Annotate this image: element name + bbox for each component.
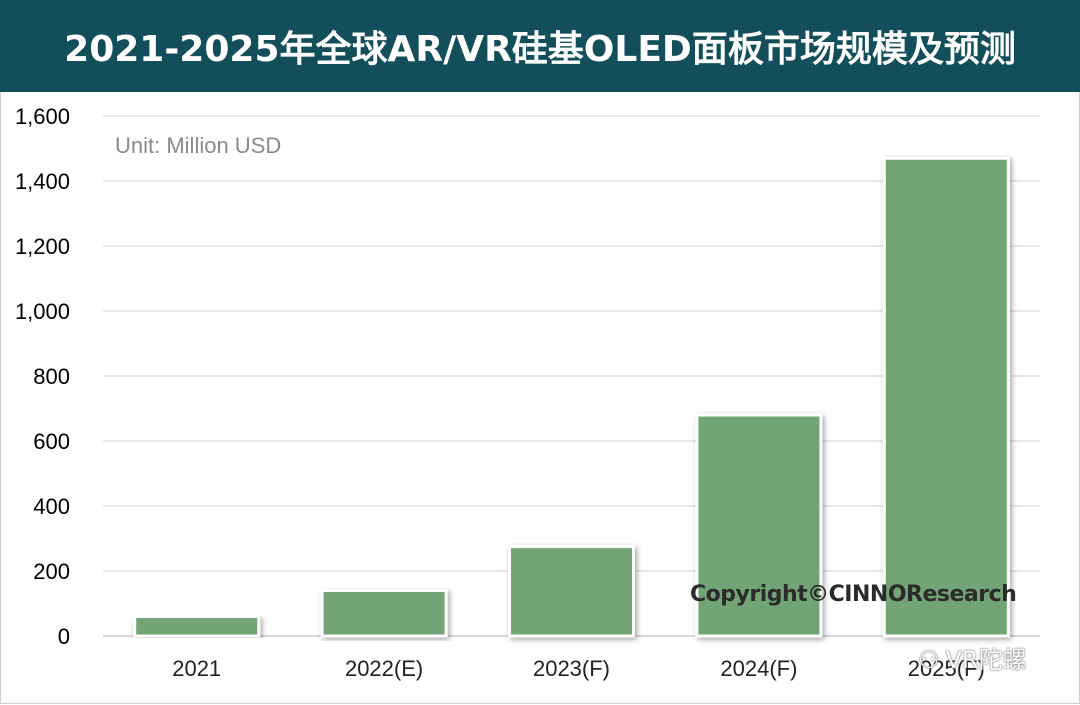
y-tick-label: 0 xyxy=(58,624,70,649)
watermark: ⚇ VR陀螺 xyxy=(918,640,1027,675)
copyright-text: Copyright©CINNOResearch xyxy=(690,582,1017,607)
y-tick-label: 400 xyxy=(33,494,70,519)
y-tick-label: 1,200 xyxy=(15,234,70,259)
y-tick-label: 200 xyxy=(33,559,70,584)
unit-label: Unit: Million USD xyxy=(115,133,282,158)
bar-2024(F) xyxy=(695,413,823,638)
bar-2025(F) xyxy=(882,156,1010,638)
y-tick-label: 1,600 xyxy=(15,104,70,129)
chart-title: 2021-2025年全球AR/VR硅基OLED面板市场规模及预测 xyxy=(0,0,1080,92)
x-tick-label: 2022(E) xyxy=(345,656,423,681)
y-tick-label: 600 xyxy=(33,429,70,454)
y-axis-ticks: 0 200 400 600 800 1,000 1,200 1,400 1,600 xyxy=(15,104,70,649)
bars xyxy=(133,156,1010,638)
x-tick-label: 2024(F) xyxy=(720,656,797,681)
bar-2023(F) xyxy=(508,545,635,638)
y-tick-label: 1,000 xyxy=(15,299,70,324)
bar-2021 xyxy=(133,615,261,638)
bar-2022(E) xyxy=(320,589,448,638)
wechat-icon: ⚇ xyxy=(918,646,940,674)
x-tick-label: 2023(F) xyxy=(533,656,610,681)
watermark-text: VR陀螺 xyxy=(945,646,1027,674)
x-tick-label: 2021 xyxy=(172,656,221,681)
x-tick-label: 2025(F) xyxy=(908,656,985,681)
y-tick-label: 800 xyxy=(33,364,70,389)
x-axis-ticks: 2021 2022(E) 2023(F) 2024(F) 2025(F) xyxy=(172,656,985,681)
y-tick-label: 1,400 xyxy=(15,169,70,194)
